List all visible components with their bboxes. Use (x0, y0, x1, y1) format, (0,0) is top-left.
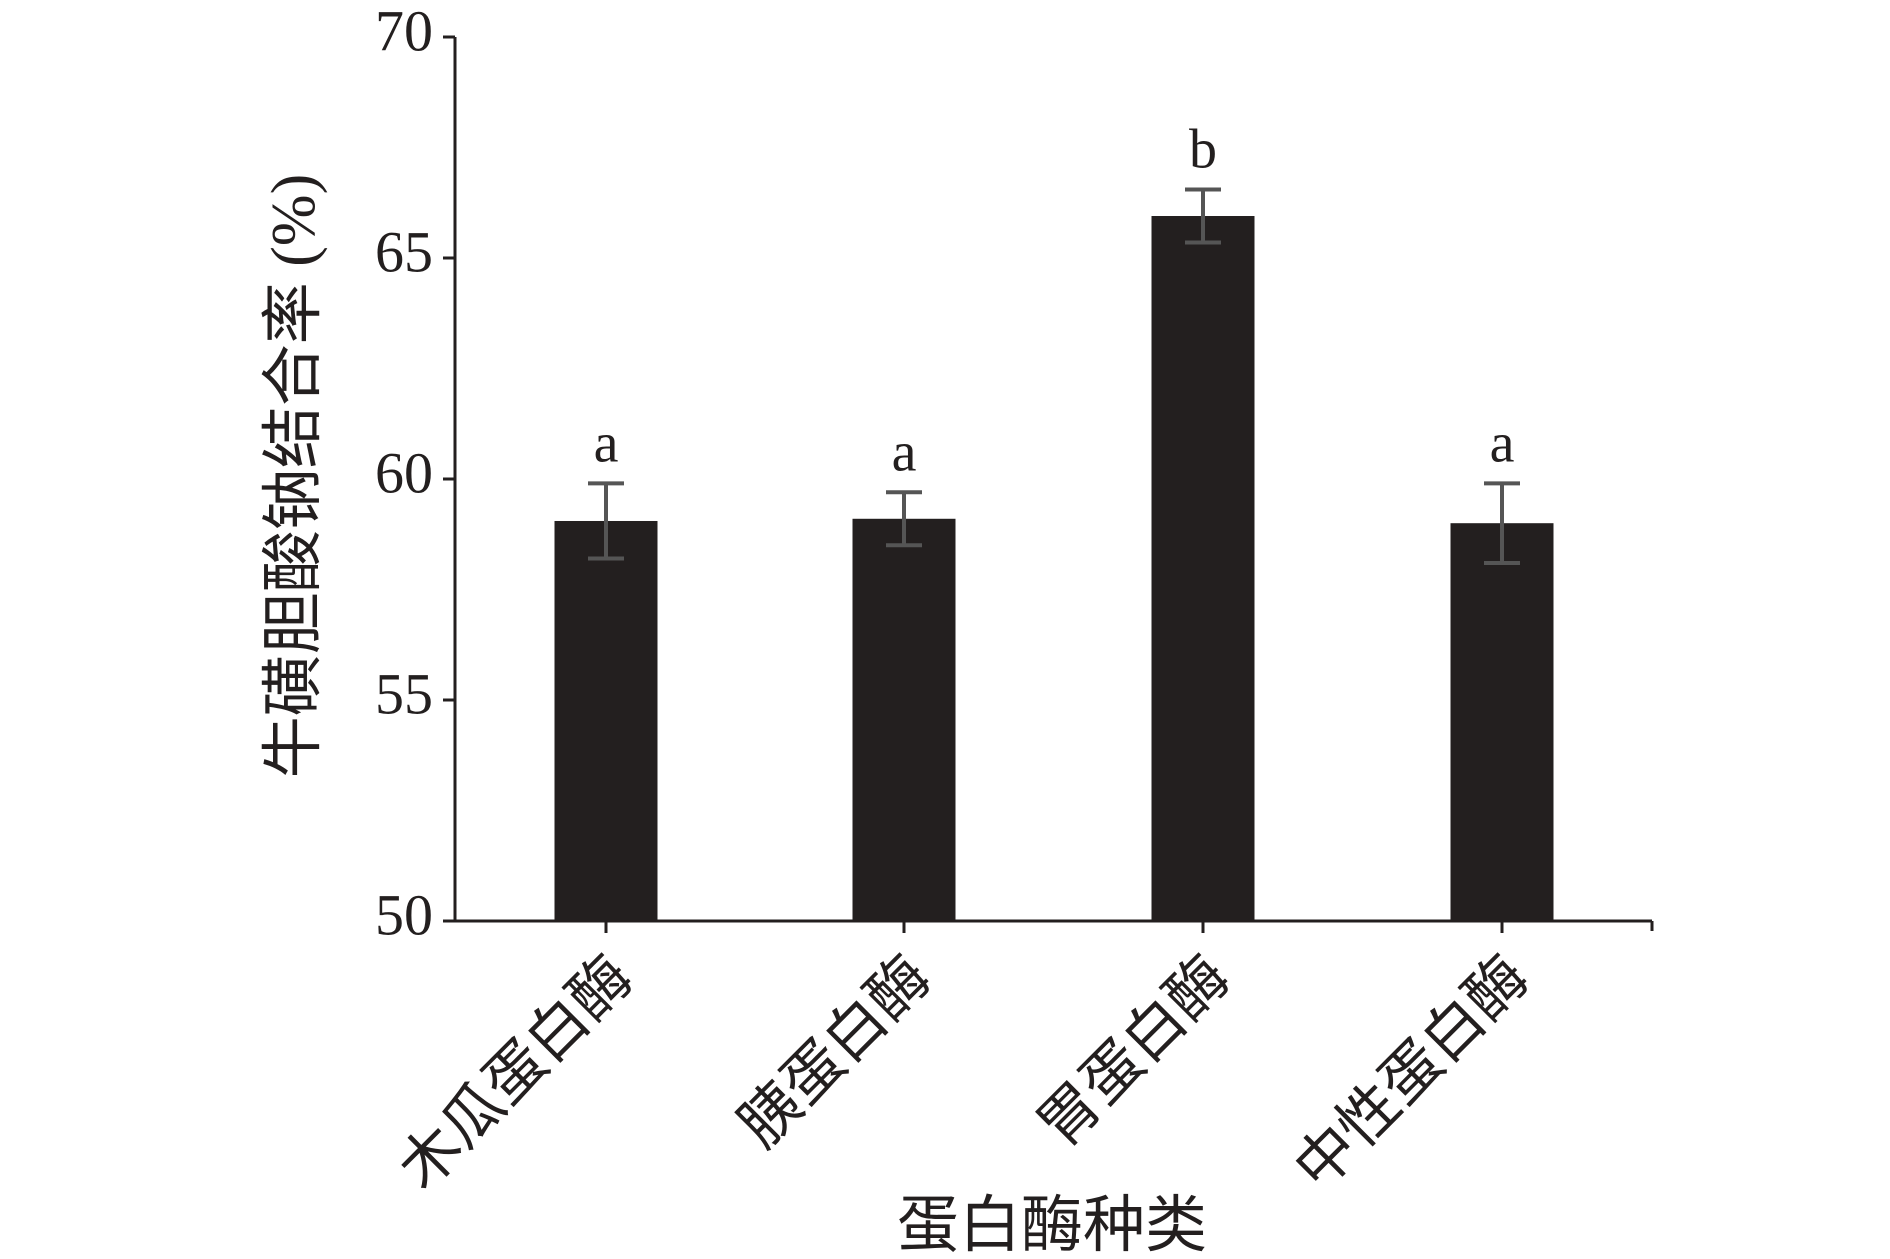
bar (1450, 523, 1554, 921)
error-bar (588, 481, 624, 561)
y-tick-label: 70 (375, 0, 433, 63)
y-tick-label: 50 (375, 882, 433, 947)
significance-label: a (892, 421, 917, 483)
significance-label: a (1490, 412, 1515, 474)
error-bar (1185, 187, 1221, 245)
significance-label: a (594, 412, 619, 474)
x-tick-label: 木瓜蛋白酶 (386, 943, 645, 1202)
x-tick-label: 中性蛋白酶 (1282, 943, 1541, 1202)
error-bar (886, 490, 922, 548)
bar (1151, 216, 1255, 921)
x-tick-label: 胰蛋白酶 (727, 943, 943, 1159)
bar (554, 520, 658, 921)
significance-label: b (1189, 118, 1217, 180)
error-bar (1484, 481, 1520, 565)
y-tick-label: 65 (375, 219, 433, 284)
y-tick-label: 55 (375, 661, 433, 726)
bar (852, 518, 956, 921)
y-tick-label: 60 (375, 440, 433, 505)
y-axis-title: 牛磺胆酸钠结合率 (%) (260, 174, 328, 778)
x-tick-label: 胃蛋白酶 (1026, 943, 1242, 1159)
x-axis-title: 蛋白酶种类 (897, 1192, 1207, 1259)
